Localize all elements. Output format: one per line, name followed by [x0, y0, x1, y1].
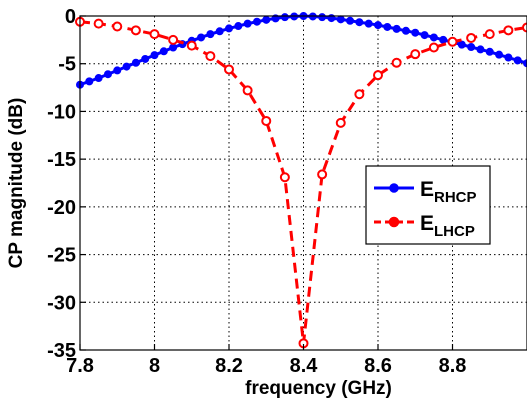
y-tick-label: -5 — [58, 54, 76, 76]
data-point-lhcp — [503, 25, 514, 36]
data-point-rhcp — [271, 14, 280, 23]
data-point-rhcp — [374, 21, 382, 30]
data-point-rhcp — [513, 56, 522, 65]
data-point-lhcp — [224, 64, 234, 75]
legend-item-rhcp: ERHCP — [374, 178, 477, 206]
data-point-rhcp — [346, 16, 355, 25]
data-point-lhcp — [391, 57, 402, 68]
data-point-rhcp — [318, 13, 327, 22]
data-point-rhcp — [383, 22, 392, 31]
legend-label-subscript: RHCP — [434, 189, 477, 206]
data-point-rhcp — [495, 50, 504, 59]
data-point-rhcp — [234, 22, 243, 31]
data-point-rhcp — [262, 15, 271, 24]
data-point-rhcp — [280, 13, 289, 22]
data-point-lhcp — [261, 115, 272, 126]
data-point-lhcp — [130, 25, 141, 36]
data-point-rhcp — [523, 59, 527, 68]
data-point-rhcp — [401, 26, 410, 35]
x-tick-label: 8.2 — [215, 355, 243, 377]
legend-label: ELHCP — [420, 212, 475, 240]
data-point-rhcp — [122, 62, 131, 71]
data-point-lhcp — [112, 21, 123, 32]
data-point-lhcp — [168, 34, 179, 45]
data-point-rhcp — [131, 58, 140, 67]
data-point-rhcp — [420, 31, 429, 40]
legend-label-main: E — [420, 212, 434, 235]
data-point-rhcp — [206, 30, 215, 39]
data-point-lhcp — [93, 18, 104, 29]
data-point-lhcp — [279, 172, 290, 183]
data-point-rhcp — [476, 45, 485, 54]
data-point-rhcp — [215, 27, 224, 36]
data-point-rhcp — [411, 28, 420, 37]
y-tick-label: -15 — [47, 149, 76, 171]
data-point-rhcp — [159, 47, 168, 56]
y-tick-label: -20 — [47, 197, 76, 219]
data-point-rhcp — [103, 70, 112, 79]
y-tick-label: -30 — [47, 292, 76, 314]
data-point-rhcp — [355, 18, 364, 27]
data-point-rhcp — [169, 43, 178, 52]
data-point-rhcp — [252, 17, 261, 26]
data-point-lhcp — [335, 117, 346, 128]
data-point-lhcp — [428, 42, 439, 53]
legend-label: ERHCP — [420, 178, 477, 206]
x-tick-label: 8.4 — [290, 355, 319, 377]
data-point-rhcp — [141, 54, 150, 63]
data-point-lhcp — [205, 51, 216, 62]
legend-item-lhcp: ELHCP — [374, 212, 475, 240]
data-point-lhcp — [354, 89, 365, 100]
y-tick-label: -10 — [47, 101, 76, 123]
data-point-lhcp — [186, 40, 197, 51]
data-point-rhcp — [197, 33, 206, 42]
data-point-rhcp — [457, 40, 466, 49]
y-tick-label: 0 — [65, 6, 76, 28]
data-point-rhcp — [439, 35, 448, 44]
data-point-lhcp — [522, 22, 527, 33]
data-point-lhcp — [484, 29, 495, 40]
legend-label-main: E — [420, 178, 434, 201]
y-tick-label: -25 — [47, 245, 76, 267]
x-tick-label: 8.8 — [439, 355, 467, 377]
data-point-rhcp — [225, 24, 233, 33]
data-point-lhcp — [410, 49, 421, 60]
data-point-rhcp — [429, 33, 438, 42]
data-point-rhcp — [467, 43, 476, 52]
data-point-lhcp — [242, 85, 253, 96]
data-point-rhcp — [243, 19, 252, 28]
legend-marker — [389, 183, 399, 193]
data-point-lhcp — [373, 70, 383, 81]
axis-ticks: 7.8 8 8.2 8.4 8.6 8.8 0 -5 -10 -15 -20 -25 -30 -35 — [47, 6, 466, 377]
data-point-rhcp — [485, 47, 494, 56]
x-axis-label: frequency (GHz) — [245, 378, 392, 399]
legend-box — [365, 165, 491, 245]
x-tick-label: 7.8 — [66, 355, 94, 377]
data-point-rhcp — [504, 53, 513, 62]
series-lhcp — [75, 16, 527, 349]
x-tick-label: 8.6 — [364, 355, 392, 377]
data-point-rhcp — [150, 51, 159, 60]
data-point-rhcp — [94, 74, 103, 83]
x-tick-label: 8 — [149, 355, 160, 377]
data-point-lhcp — [447, 36, 458, 47]
data-point-rhcp — [113, 66, 122, 75]
y-axis-label: CP magnitude (dB) — [6, 98, 27, 269]
data-point-rhcp — [392, 24, 401, 33]
y-tick-label: -35 — [47, 340, 76, 362]
legend-label-subscript: LHCP — [434, 223, 475, 240]
data-point-rhcp — [364, 19, 373, 28]
data-point-lhcp — [466, 32, 477, 43]
data-point-lhcp — [149, 29, 160, 40]
data-point-rhcp — [336, 15, 345, 24]
data-point-lhcp — [317, 169, 328, 180]
legend-marker — [388, 216, 400, 228]
data-point-rhcp — [85, 77, 94, 86]
